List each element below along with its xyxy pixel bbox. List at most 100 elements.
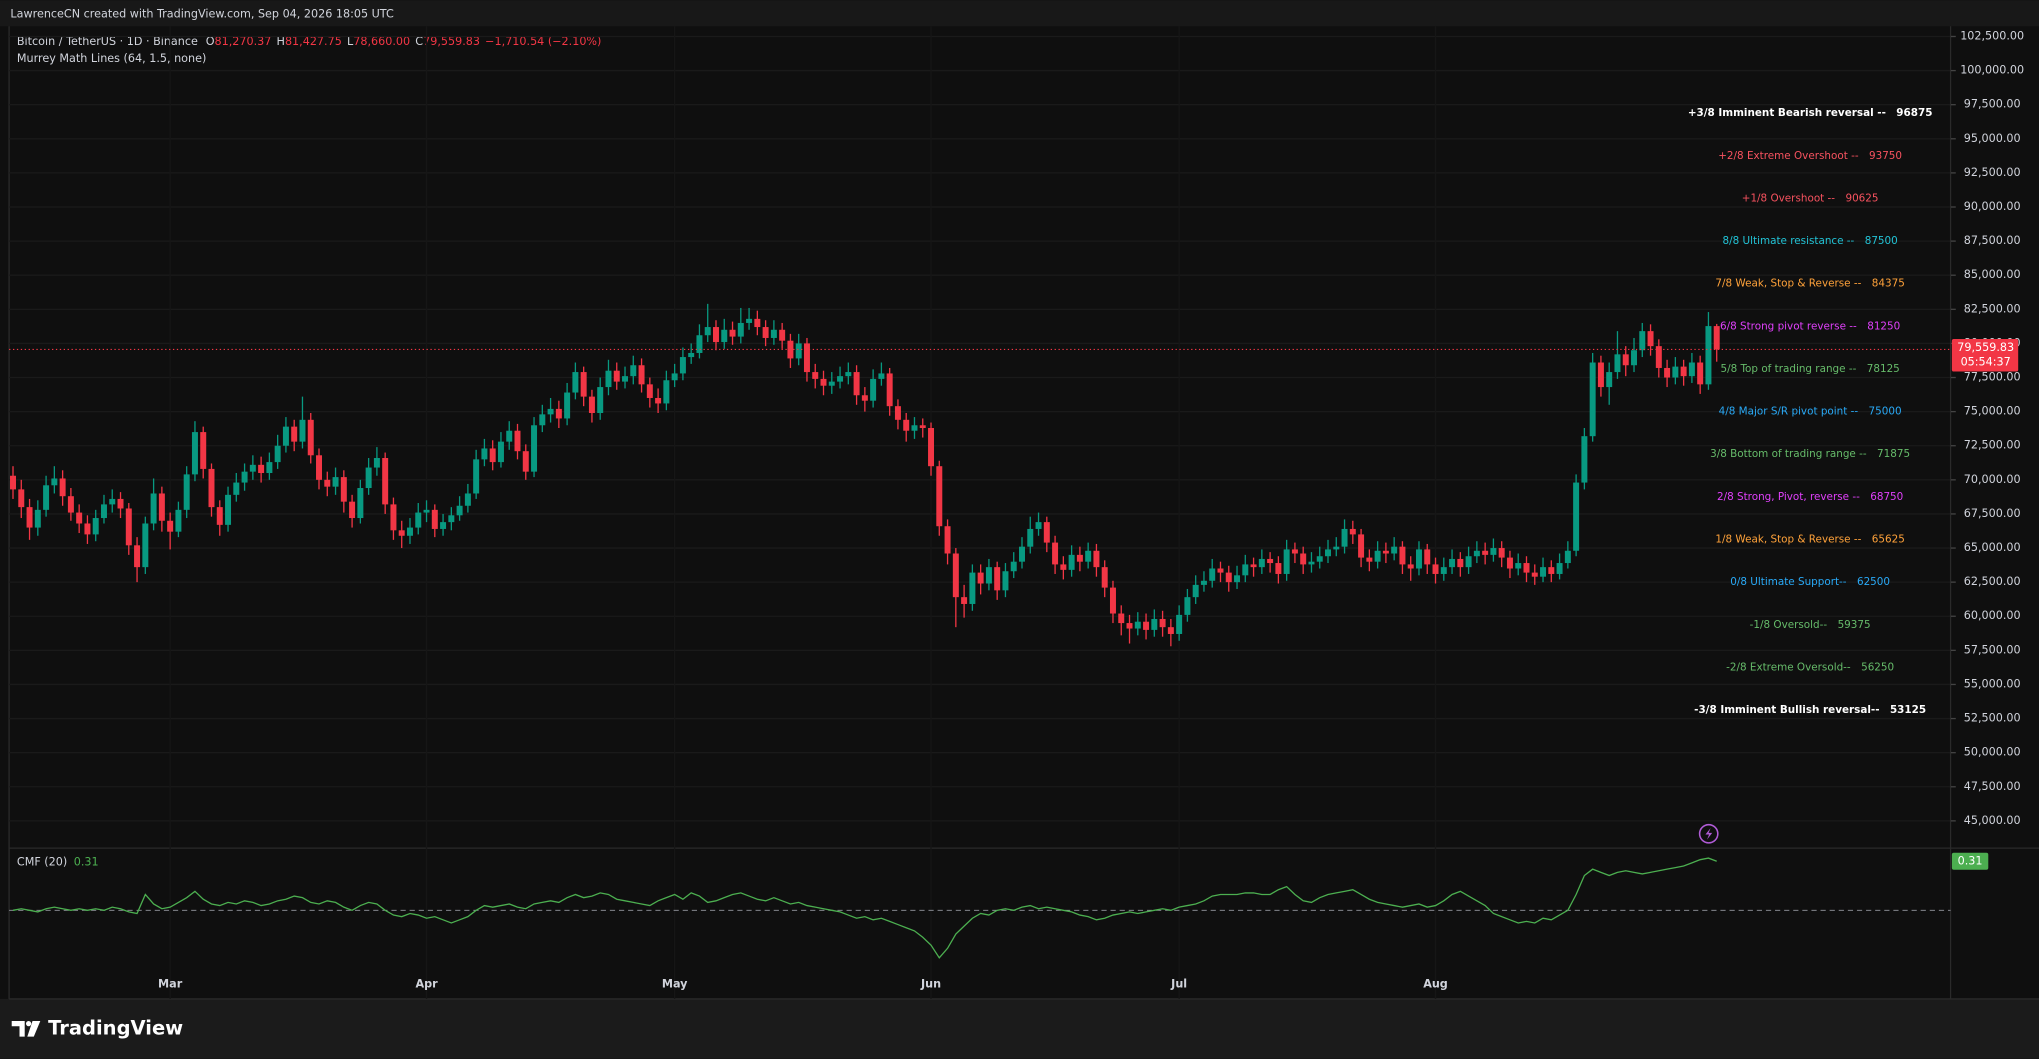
y-tick-label: 57,500.00 <box>1964 643 2021 656</box>
murrey-value: 96875 <box>1896 107 1932 119</box>
candle-body <box>357 488 364 519</box>
symbol-legend: Bitcoin / TetherUS · 1D · Binance O81,270… <box>17 35 602 48</box>
candle-body <box>845 372 852 377</box>
candle-body <box>655 397 662 404</box>
candle-body <box>1697 362 1704 385</box>
candle-body <box>613 370 620 382</box>
candle-body <box>1382 550 1389 554</box>
candle-body <box>820 378 827 386</box>
cmf-value-label: 0.31 <box>1958 854 1983 867</box>
candle-body <box>167 520 174 532</box>
candle-body <box>1134 621 1141 629</box>
ohlc-key: O <box>206 35 215 48</box>
murrey-label: -3/8 Imminent Bullish reversal-- 53125 <box>1694 704 1926 716</box>
candle-body <box>754 318 761 328</box>
candle-body <box>1531 572 1538 577</box>
candles <box>10 303 1720 647</box>
candle-body <box>1176 614 1183 634</box>
candle-body <box>1258 558 1265 568</box>
brand-logo <box>11 1021 41 1037</box>
candle-body <box>440 522 447 529</box>
murrey-value: 68750 <box>1870 491 1903 503</box>
murrey-label: 3/8 Bottom of trading range -- 71875 <box>1710 448 1910 460</box>
murrey-text: -2/8 Extreme Oversold-- <box>1726 661 1851 673</box>
candle-body <box>1035 522 1042 529</box>
credit: LawrenceCN created with TradingView.com,… <box>10 8 394 21</box>
candle-body <box>721 329 728 343</box>
candle-body <box>316 455 323 480</box>
ohlc-key: H <box>277 35 285 48</box>
candle-body <box>828 381 835 386</box>
y-tick-label: 50,000.00 <box>1964 746 2021 759</box>
candle-body <box>390 504 397 531</box>
candle-body <box>770 329 777 338</box>
murrey-value: 65625 <box>1872 534 1905 546</box>
candle-body <box>588 396 595 413</box>
candle-body <box>183 474 190 510</box>
candle-body <box>1159 618 1166 628</box>
candle-body <box>158 493 165 521</box>
candle-body <box>1341 528 1348 547</box>
top-bar <box>0 0 2039 27</box>
candle-body <box>1242 564 1249 576</box>
y-tick-label: 77,500.00 <box>1964 371 2021 384</box>
candle-body <box>26 507 33 528</box>
ohlc-value: 79,559.83 <box>423 35 480 48</box>
candle-body <box>1457 558 1464 568</box>
murrey-value: 87500 <box>1865 235 1898 247</box>
x-tick-label: Jul <box>1170 978 1187 991</box>
candle-body <box>994 567 1001 591</box>
murrey-text: -3/8 Imminent Bullish reversal-- <box>1694 704 1879 716</box>
candle-body <box>1126 623 1133 629</box>
murrey-text: 2/8 Strong, Pivot, reverse -- <box>1717 491 1860 503</box>
y-tick-label: 92,500.00 <box>1964 166 2021 179</box>
murrey-label: +1/8 Overshoot -- 90625 <box>1742 192 1879 204</box>
murrey-text: 0/8 Ultimate Support-- <box>1730 576 1847 588</box>
candle-body <box>961 597 968 604</box>
x-tick-label: May <box>662 978 688 991</box>
candle-body <box>1217 568 1224 573</box>
murrey-label: 8/8 Ultimate resistance -- 87500 <box>1722 235 1897 247</box>
x-tick-label: Apr <box>415 978 438 991</box>
candle-body <box>216 507 223 525</box>
candle-body <box>853 372 860 396</box>
y-tick-label: 65,000.00 <box>1964 541 2021 554</box>
candle-body <box>448 515 455 523</box>
murrey-lines: +3/8 Imminent Bearish reversal -- 96875 +2… <box>1688 107 1933 716</box>
cmf-value-box <box>1951 852 1989 870</box>
y-tick-label: 102,500.00 <box>1960 29 2024 42</box>
murrey-value: 53125 <box>1890 704 1926 716</box>
candle-body <box>18 489 25 508</box>
candle-body <box>1622 354 1629 366</box>
murrey-value: 90625 <box>1845 192 1878 204</box>
candle-body <box>373 458 380 468</box>
candle-body <box>191 432 198 475</box>
candle-body <box>406 527 413 536</box>
candle-body <box>142 523 149 568</box>
candle-body <box>1407 564 1414 569</box>
candle-body <box>795 343 802 359</box>
candle-body <box>10 475 16 490</box>
candle-body <box>481 448 488 460</box>
candle-body <box>878 373 885 379</box>
candle-body <box>522 451 529 472</box>
candle-body <box>150 493 157 524</box>
murrey-value: 62500 <box>1857 576 1890 588</box>
candle-body <box>737 322 744 337</box>
cmf-name: CMF (20) <box>17 855 67 868</box>
murrey-value: 81250 <box>1867 320 1900 332</box>
candle-body <box>729 329 736 337</box>
candle-body <box>225 494 232 525</box>
y-tick-label: 97,500.00 <box>1964 98 2021 111</box>
candle-body <box>1705 326 1712 385</box>
murrey-text: +1/8 Overshoot -- <box>1742 192 1836 204</box>
indicator-legend: Murrey Math Lines (64, 1.5, none) <box>17 52 206 65</box>
candle-body <box>1076 554 1083 562</box>
candle-body <box>299 419 306 442</box>
candle-body <box>1664 367 1671 378</box>
murrey-value: 78125 <box>1867 363 1900 375</box>
y-tick-label: 90,000.00 <box>1964 200 2021 213</box>
candle-body <box>1267 558 1274 564</box>
candle-body <box>1019 546 1025 562</box>
